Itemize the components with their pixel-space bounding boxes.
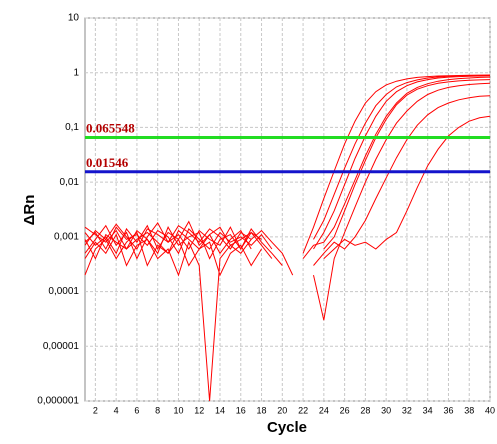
threshold-label: 0.01546 [86, 155, 129, 170]
y-tick-label: 0,00001 [43, 341, 80, 352]
y-tick-label: 0,1 [65, 122, 79, 133]
curve [84, 95, 491, 266]
x-tick-label: 30 [381, 405, 391, 415]
y-tick-label: 0,0001 [48, 286, 79, 297]
x-tick-label: 14 [215, 405, 225, 415]
curve [84, 79, 491, 402]
x-tick-label: 16 [236, 405, 246, 415]
y-tick-label: 0,01 [60, 177, 80, 188]
y-tick-label: 0,000001 [37, 396, 79, 407]
x-tick-label: 2 [93, 405, 98, 415]
curve [84, 115, 491, 266]
x-tick-label: 32 [402, 405, 412, 415]
y-axis-label: ΔRn [21, 195, 38, 226]
x-tick-label: 28 [360, 405, 370, 415]
curve [84, 75, 491, 276]
x-tick-label: 8 [155, 405, 160, 415]
x-tick-label: 26 [340, 405, 350, 415]
x-tick-label: 24 [319, 405, 329, 415]
x-tick-label: 40 [485, 405, 495, 415]
x-tick-label: 22 [298, 405, 308, 415]
x-tick-label: 6 [134, 405, 139, 415]
x-tick-label: 12 [194, 405, 204, 415]
x-tick-label: 34 [423, 405, 433, 415]
x-tick-label: 20 [277, 405, 287, 415]
plot-area [84, 17, 491, 402]
y-tick-label: 1 [73, 67, 79, 78]
y-tick-label: 0,001 [54, 231, 79, 242]
curve [84, 82, 491, 321]
x-tick-label: 4 [114, 405, 119, 415]
x-tick-label: 38 [464, 405, 474, 415]
y-tick-label: 10 [68, 13, 80, 24]
x-tick-label: 18 [257, 405, 267, 415]
x-tick-label: 10 [173, 405, 183, 415]
curve [84, 76, 491, 260]
threshold-label: 0.065548 [86, 120, 135, 135]
x-tick-label: 36 [443, 405, 453, 415]
x-axis-label: Cycle [267, 419, 307, 436]
